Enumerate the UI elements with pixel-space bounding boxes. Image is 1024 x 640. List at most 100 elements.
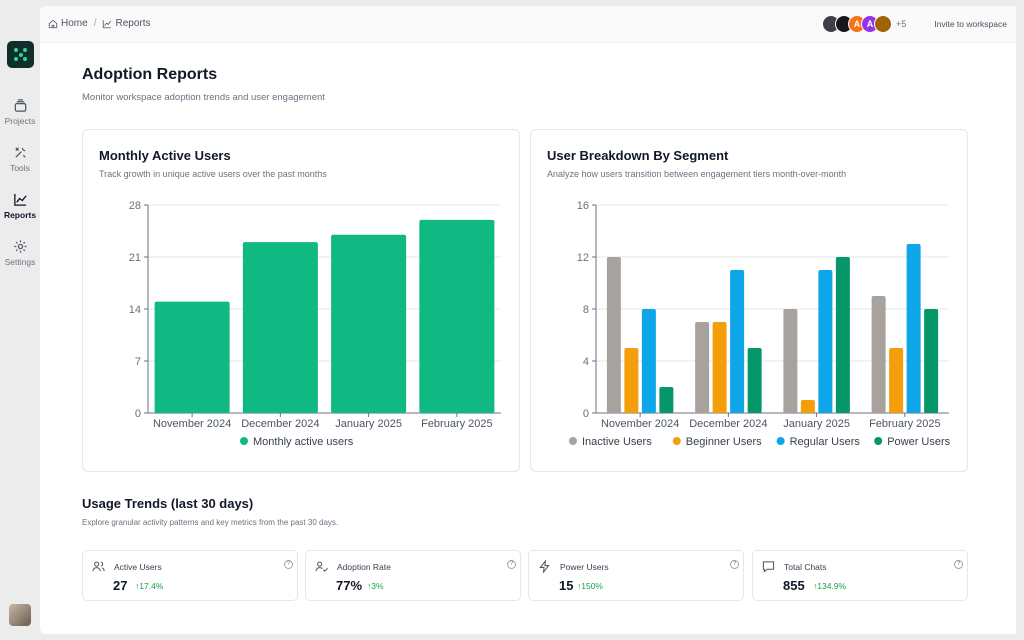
y-tick-label: 0 xyxy=(135,408,141,420)
sidebar-item-label: Projects xyxy=(4,116,36,126)
bar-beginner-users xyxy=(889,348,904,413)
bar-inactive-users xyxy=(871,296,886,413)
stat-label: Power Users xyxy=(560,562,609,572)
sidebar-item-label: Tools xyxy=(10,163,30,173)
lightning-icon xyxy=(539,560,550,573)
bar-power-users xyxy=(924,309,939,413)
usage-trends-subtitle: Explore granular activity patterns and k… xyxy=(82,518,339,527)
x-tick-label: January 2025 xyxy=(335,418,402,430)
sidebar-item-tools[interactable]: Tools xyxy=(0,145,40,173)
page-subtitle: Monitor workspace adoption trends and us… xyxy=(82,92,325,103)
y-tick-label: 7 xyxy=(135,356,141,368)
bar-regular-users xyxy=(818,270,833,413)
x-tick-label: December 2024 xyxy=(689,418,767,430)
bar-beginner-users xyxy=(712,322,727,413)
stat-card-adoption-rate: Adoption Rate ? 77% ↑3% xyxy=(305,550,521,601)
legend-marker xyxy=(874,437,883,445)
bar-beginner-users xyxy=(624,348,639,413)
legend-label: Inactive Users xyxy=(582,436,652,448)
sidebar-item-settings[interactable]: Settings xyxy=(0,239,40,267)
bar-monthly-active-users xyxy=(154,301,230,413)
legend-marker xyxy=(672,437,681,445)
member-avatar[interactable] xyxy=(874,15,892,33)
workspace-members[interactable]: A A +5 xyxy=(822,15,906,33)
y-tick-label: 8 xyxy=(583,304,589,316)
stat-card-total-chats: Total Chats ? 855 ↑134.9% xyxy=(752,550,968,601)
stat-label: Total Chats xyxy=(784,562,827,572)
y-tick-label: 21 xyxy=(129,252,141,264)
sidebar-item-label: Reports xyxy=(3,210,37,220)
monthly-active-users-chart: 0 7 14 21 28 November 2024 December 2024 Januar… xyxy=(129,200,501,448)
home-icon xyxy=(48,19,58,28)
breadcrumb: Home / Reports xyxy=(48,18,150,29)
stat-change: ↑3% xyxy=(367,581,384,591)
monthly-active-users-card: Monthly Active Users Track growth in uni… xyxy=(82,129,520,472)
stat-change: ↑150% xyxy=(577,581,603,591)
y-tick-label: 4 xyxy=(583,356,589,368)
help-icon[interactable]: ? xyxy=(954,560,963,569)
help-icon[interactable]: ? xyxy=(284,560,293,569)
card-title: Monthly Active Users xyxy=(99,148,231,163)
bar-regular-users xyxy=(906,244,921,413)
x-tick-label: February 2025 xyxy=(869,418,941,430)
breadcrumb-current[interactable]: Reports xyxy=(102,18,150,29)
main-panel: Home / Reports A A +5 Invite to workspac… xyxy=(40,6,1016,634)
user-avatar[interactable] xyxy=(9,604,31,626)
stat-value: 27 xyxy=(113,578,128,593)
y-tick-label: 16 xyxy=(577,200,589,212)
chat-icon xyxy=(762,561,775,573)
bar-inactive-users xyxy=(606,257,621,413)
bar-beginner-users xyxy=(800,400,815,413)
topbar: Home / Reports A A +5 Invite to workspac… xyxy=(40,6,1016,43)
legend-label: Monthly active users xyxy=(253,436,354,448)
y-tick-label: 0 xyxy=(583,408,589,420)
stat-value: 77% xyxy=(336,578,363,593)
tools-icon xyxy=(14,147,26,158)
breadcrumb-current-label: Reports xyxy=(115,18,151,29)
user-breakdown-chart: 0 4 8 12 16 November 2024 December 2024 January… xyxy=(569,200,951,448)
y-tick-label: 14 xyxy=(129,304,141,316)
x-tick-label: November 2024 xyxy=(601,418,679,430)
breadcrumb-separator: / xyxy=(93,18,97,29)
card-title: User Breakdown By Segment xyxy=(547,148,729,163)
help-icon[interactable]: ? xyxy=(507,560,516,569)
card-subtitle: Analyze how users transition between eng… xyxy=(547,169,847,179)
x-tick-label: December 2024 xyxy=(241,418,319,430)
bar-power-users xyxy=(835,257,850,413)
y-tick-label: 28 xyxy=(129,200,141,212)
bar-inactive-users xyxy=(783,309,798,413)
more-members-count[interactable]: +5 xyxy=(896,19,907,29)
stat-card-power-users: Power Users ? 15 ↑150% xyxy=(528,550,744,601)
legend-label: Beginner Users xyxy=(686,436,762,448)
layers-icon xyxy=(14,99,26,112)
stat-label: Active Users xyxy=(114,562,162,572)
legend-marker xyxy=(776,437,785,445)
stat-change: ↑134.9% xyxy=(813,581,847,591)
sidebar-item-projects[interactable]: Projects xyxy=(0,98,40,126)
stat-change: ↑17.4% xyxy=(135,581,164,591)
sidebar-item-label: Settings xyxy=(4,257,36,267)
help-icon[interactable]: ? xyxy=(730,560,739,569)
usage-trends-title: Usage Trends (last 30 days) xyxy=(82,496,254,511)
x-tick-label: November 2024 xyxy=(153,418,231,430)
x-tick-label: February 2025 xyxy=(421,418,493,430)
legend-label: Power Users xyxy=(887,436,950,448)
bar-monthly-active-users xyxy=(331,234,407,413)
bar-monthly-active-users xyxy=(242,242,318,413)
user-check-icon xyxy=(315,561,328,572)
invite-button[interactable]: Invite to workspace xyxy=(934,19,1007,29)
breadcrumb-home[interactable]: Home xyxy=(48,18,88,29)
bar-regular-users xyxy=(730,270,745,413)
sidebar-item-reports[interactable]: Reports xyxy=(0,192,40,220)
bar-monthly-active-users xyxy=(419,219,495,413)
legend-label: Regular Users xyxy=(790,436,861,448)
stat-value: 855 xyxy=(783,578,805,593)
app-logo-icon[interactable] xyxy=(7,41,34,68)
bar-power-users xyxy=(659,387,674,413)
legend-marker xyxy=(569,437,577,445)
bar-power-users xyxy=(747,348,762,413)
bar-regular-users xyxy=(641,309,656,413)
sidebar: Projects Tools Reports Settings xyxy=(0,0,40,640)
x-tick-label: January 2025 xyxy=(783,418,850,430)
stat-card-active-users: Active Users ? 27 ↑17.4% xyxy=(82,550,298,601)
